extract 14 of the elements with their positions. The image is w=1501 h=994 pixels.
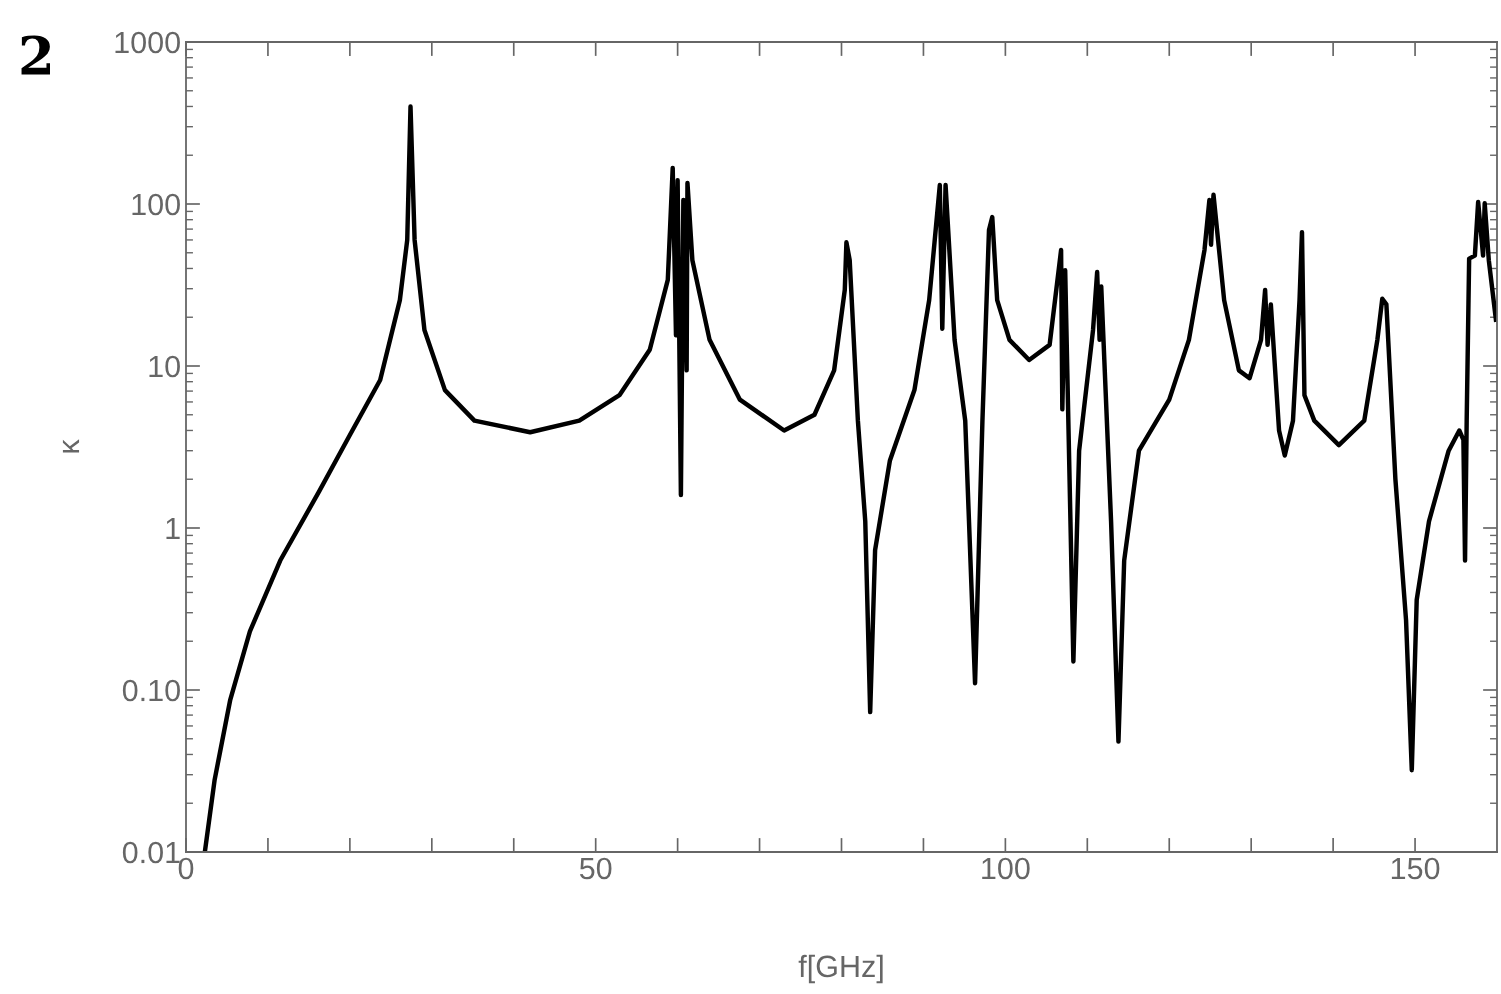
- y-tick-label: 0.10: [122, 679, 180, 702]
- x-tick-label: 100: [982, 857, 1030, 880]
- x-tick-label: 0: [178, 857, 194, 880]
- x-axis-title: f[GHz]: [798, 954, 883, 984]
- x-tick-label: 150: [1391, 857, 1440, 880]
- y-tick-label: 100: [132, 193, 180, 216]
- x-tick-label: 50: [579, 857, 612, 880]
- y-tick-label: 1000: [115, 31, 180, 54]
- line-series: [202, 104, 1497, 852]
- text: 2: [21, 35, 50, 75]
- y-axis-title: κ: [62, 439, 80, 453]
- y-tick-label: 10: [149, 355, 180, 378]
- y-tick-label: 0.01: [122, 841, 180, 864]
- y-tick-label: 1: [166, 518, 180, 540]
